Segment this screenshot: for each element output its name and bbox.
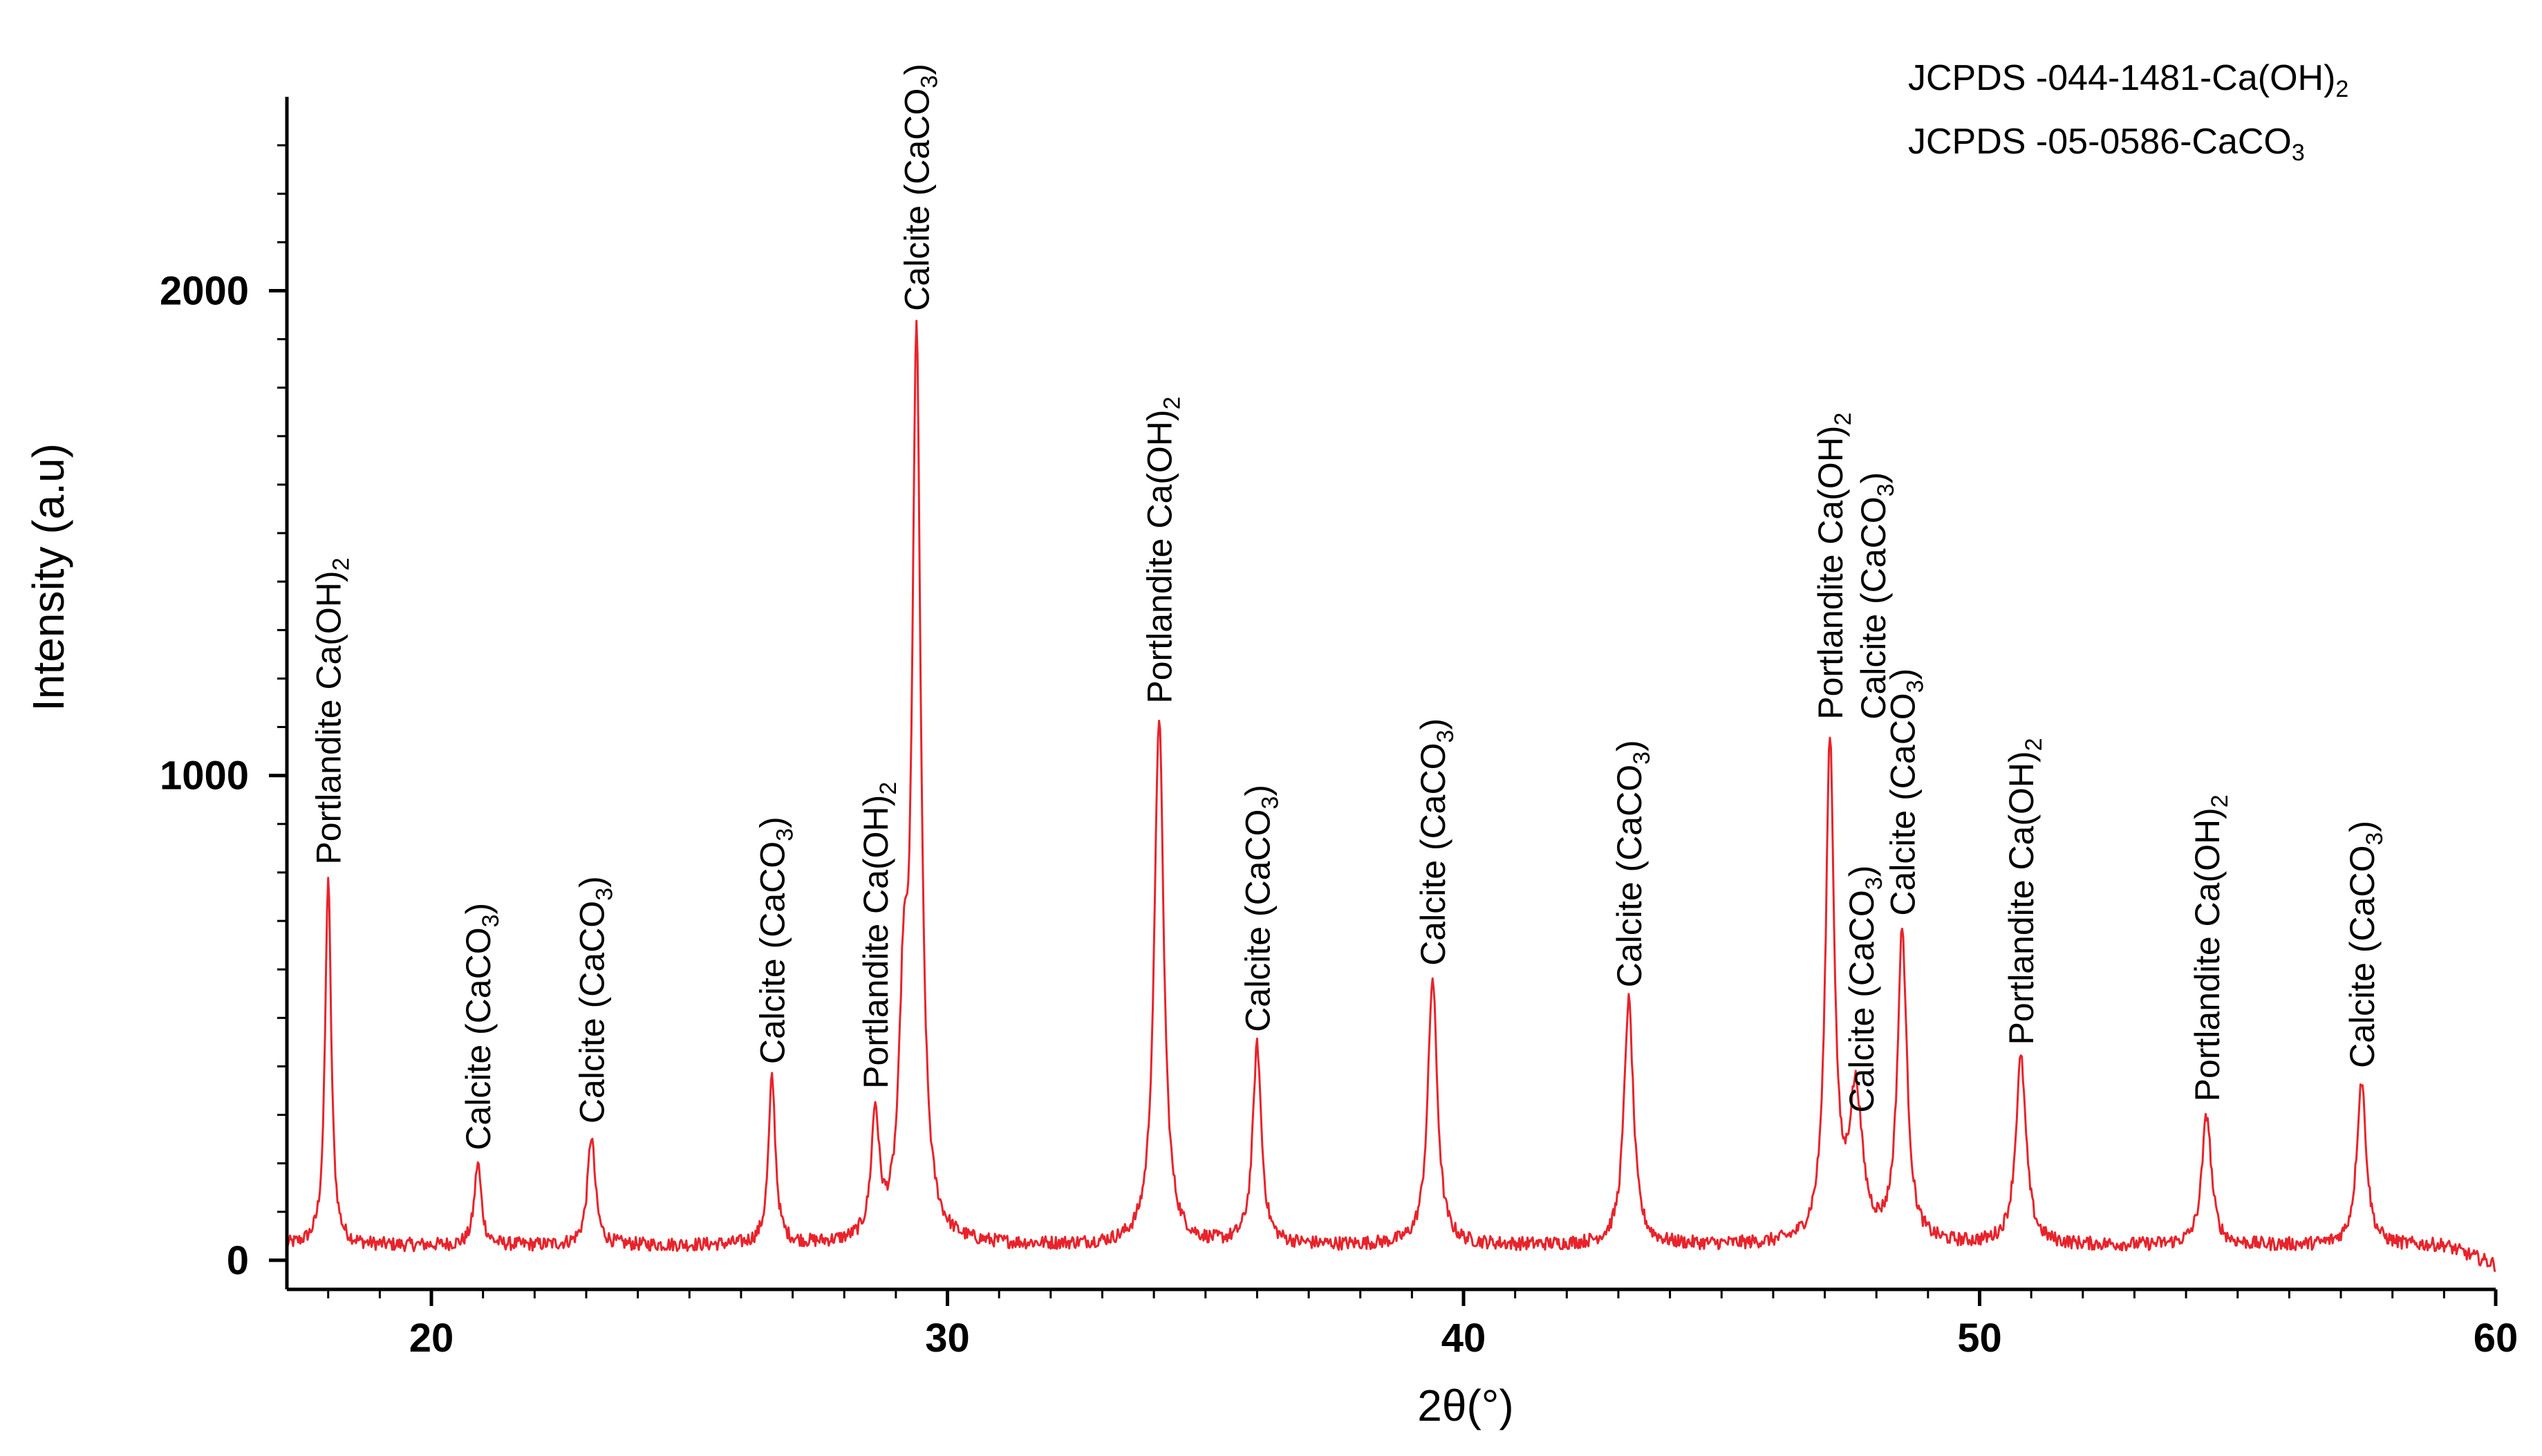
y-tick-label: 0 [227,1238,249,1283]
peak-label: Portlandite Ca(OH)2 [1141,397,1186,704]
peak-label: Portlandite Ca(OH)2 [2188,794,2233,1101]
xrd-pattern-line [286,319,2496,1272]
peak-label: Calcite (CaCO3) [2343,821,2388,1068]
peak-label: Calcite (CaCO3) [1842,866,1887,1113]
x-tick-label: 40 [1441,1316,1486,1361]
y-tick-label: 2000 [160,268,249,313]
x-tick-label: 50 [1957,1316,2002,1361]
plot-area [286,319,2496,1272]
peak-label: Calcite (CaCO3) [459,903,504,1150]
peak-label: Calcite (CaCO3) [1238,785,1283,1032]
axes: 20 30 40 50 60 0 1000 2000 [160,97,2518,1361]
peak-label: Portlandite Ca(OH)2 [310,558,355,865]
peak-label: Portlandite Ca(OH)2 [857,782,901,1089]
peak-label: Calcite (CaCO3) [1414,718,1459,966]
peak-label: Calcite (CaCO3) [1610,740,1655,987]
x-tick-label: 60 [2474,1316,2518,1361]
peak-label: Calcite (CaCO3) [1884,669,1929,916]
peak-label: Portlandite Ca(OH)2 [1811,413,1856,720]
reference-legend: JCPDS -044-1481-Ca(OH)2 JCPDS -05-0586-Ca… [1908,58,2348,166]
x-axis-title: 2θ(°) [1417,1381,1513,1430]
y-axis-title: Intensity (a.u) [24,443,73,711]
y-tick-label: 1000 [160,754,249,799]
peak-label: Calcite (CaCO3) [754,816,798,1064]
reference-entry: JCPDS -044-1481-Ca(OH)2 [1908,58,2348,102]
x-tick-label: 20 [409,1316,454,1361]
peak-label: Calcite (CaCO3) [572,876,617,1123]
peak-label: Portlandite Ca(OH)2 [2002,738,2047,1045]
peak-label: Calcite (CaCO3) [898,64,943,311]
x-tick-label: 30 [925,1316,970,1361]
peak-label: Calcite (CaCO3) [1854,472,1899,720]
reference-entry: JCPDS -05-0586-CaCO3 [1908,122,2305,166]
